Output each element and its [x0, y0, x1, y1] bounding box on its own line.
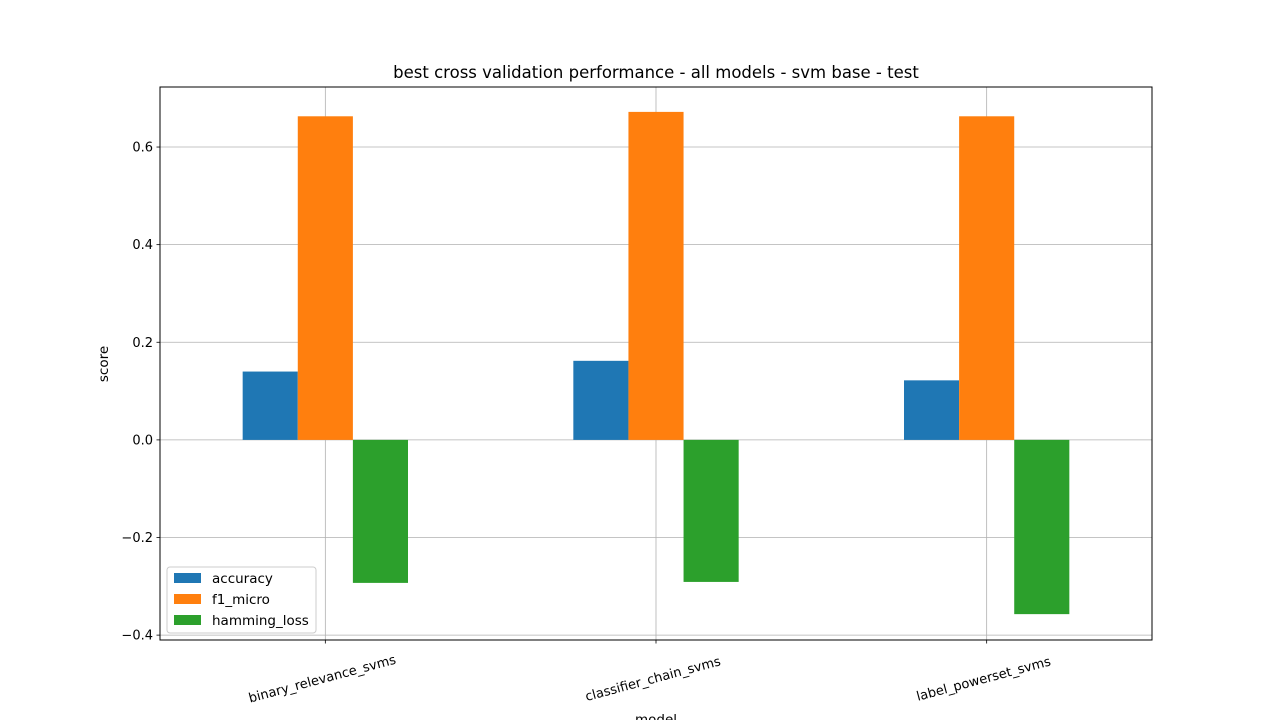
bar-f1_micro: [628, 112, 683, 440]
bar-hamming_loss: [684, 440, 739, 582]
bar-accuracy: [904, 380, 959, 440]
bar-accuracy: [573, 361, 628, 440]
y-tick-label: 0.2: [132, 336, 153, 351]
legend-label-accuracy: accuracy: [212, 571, 273, 587]
legend-label-hamming_loss: hamming_loss: [212, 613, 309, 629]
bar-f1_micro: [959, 116, 1014, 440]
legend-label-f1_micro: f1_micro: [212, 592, 270, 608]
legend-swatch-f1_micro: [174, 594, 201, 604]
y-tick-label: 0.4: [132, 238, 153, 253]
y-tick-label: −0.2: [121, 531, 153, 546]
bar-hamming_loss: [353, 440, 408, 583]
y-tick-label: 0.0: [132, 433, 153, 448]
bar-accuracy: [243, 372, 298, 440]
y-axis-label: score: [96, 346, 112, 382]
chart-title: best cross validation performance - all …: [393, 63, 919, 82]
y-tick-label: −0.4: [121, 629, 153, 644]
bar-hamming_loss: [1014, 440, 1069, 614]
y-tick-label: 0.6: [132, 141, 153, 156]
legend: accuracy f1_micro hamming_loss: [167, 567, 316, 633]
bar-f1_micro: [298, 116, 353, 440]
x-axis-label: model: [635, 712, 677, 720]
legend-swatch-accuracy: [174, 573, 201, 583]
legend-swatch-hamming_loss: [174, 615, 201, 625]
